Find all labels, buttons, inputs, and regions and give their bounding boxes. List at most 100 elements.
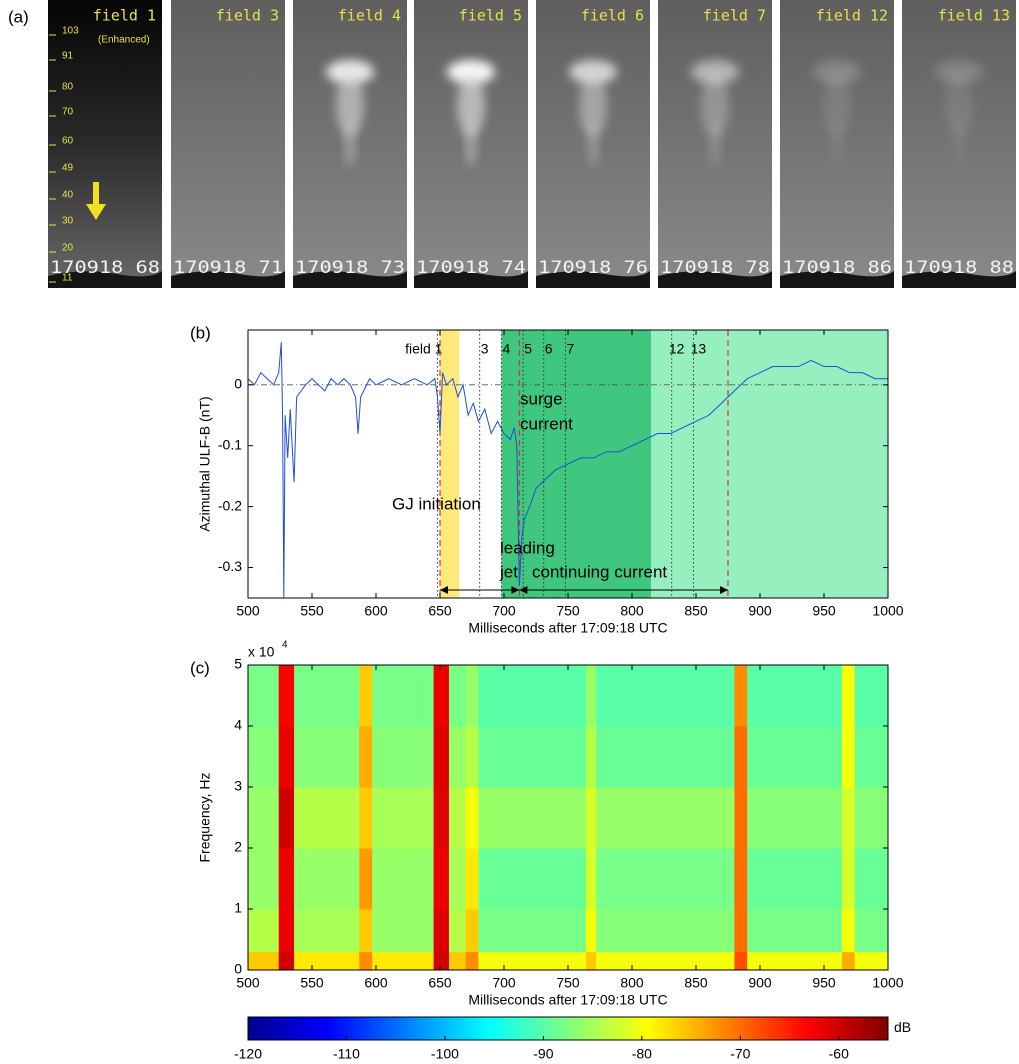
heat-cell [278, 787, 295, 849]
heat-cell [248, 909, 280, 953]
heat-cell [448, 787, 467, 849]
heat-cell [478, 787, 587, 849]
heat-cell [478, 726, 587, 788]
y-axis-label: Frequency, Hz [197, 773, 213, 863]
heat-cell [841, 665, 856, 727]
scale-label: 30 [62, 216, 74, 227]
y-exponent: 4 [282, 640, 288, 651]
y-tick-label: 0 [234, 961, 242, 977]
ground [536, 271, 650, 288]
heat-cell [854, 848, 889, 910]
panel-label: (b) [190, 323, 211, 342]
sprite-glow [326, 60, 374, 84]
heat-cell [596, 726, 735, 788]
x-tick-label: 750 [556, 975, 580, 991]
y-tick-label: 5 [234, 656, 242, 672]
heat-cell [596, 665, 735, 727]
heat-cell [433, 787, 450, 849]
heat-cell [278, 951, 295, 971]
heat-cell [841, 951, 856, 971]
y-tick-label: 0 [234, 376, 242, 392]
heat-cell [841, 909, 856, 953]
heat-cell [585, 665, 597, 727]
heat-cell [372, 951, 435, 971]
y-tick-label: -0.2 [218, 497, 242, 513]
sprite-glow [569, 60, 617, 84]
heat-cell [359, 726, 373, 788]
sprite-glow [954, 123, 964, 167]
heat-cell [372, 787, 435, 849]
heat-cell [294, 787, 360, 849]
heat-cell [448, 951, 467, 971]
sprite-glow [710, 123, 720, 167]
annotation: GJ initiation [392, 494, 481, 513]
heat-cell [854, 787, 889, 849]
heat-cell [478, 951, 587, 971]
x-tick-label: 950 [812, 975, 836, 991]
ground [658, 271, 772, 288]
heat-cell [747, 726, 843, 788]
sprite-glow [701, 73, 729, 137]
sprite-glow [813, 60, 861, 84]
heat-cell [747, 951, 843, 971]
heat-cell [278, 665, 295, 727]
y-tick-label: 4 [234, 717, 242, 733]
signal-line [247, 342, 888, 599]
sprite-glow [345, 123, 355, 167]
x-tick-label: 500 [236, 603, 260, 619]
heat-cell [585, 787, 597, 849]
heat-cell [585, 726, 597, 788]
colorbar-tick-label: -80 [632, 1046, 652, 1062]
x-tick-label: 900 [748, 975, 772, 991]
heat-cell [372, 909, 435, 953]
heat-cell [734, 848, 748, 910]
video-frame: field 7 170918 78 [658, 0, 772, 288]
ground [48, 271, 162, 288]
heat-cell [294, 726, 360, 788]
x-tick-label: 600 [364, 975, 388, 991]
heat-cell [248, 726, 280, 788]
y-tick-label: 3 [234, 778, 242, 794]
video-frame: field 4 170918 73 [293, 0, 407, 288]
heat-cell [585, 909, 597, 953]
frame-title: field 12 [816, 7, 888, 25]
heat-cell [433, 726, 450, 788]
field-marker-label: 5 [524, 341, 532, 357]
heat-cell [372, 665, 435, 727]
heat-cell [478, 848, 587, 910]
annotation: surge [520, 389, 563, 408]
x-tick-label: 900 [748, 603, 772, 619]
heat-cell [465, 848, 479, 910]
colorbar-tick-label: -120 [234, 1046, 262, 1062]
sprite-glow [336, 73, 364, 137]
x-tick-label: 500 [236, 975, 260, 991]
phase-label: continuing current [532, 562, 667, 581]
heat-cell [596, 848, 735, 910]
y-multiplier: x 10 [248, 644, 275, 660]
sprite-glow [588, 123, 598, 167]
scale-label: 91 [62, 51, 74, 62]
heat-cell [478, 909, 587, 953]
frame-timestamp: 170918 71 [173, 258, 283, 278]
x-tick-label: 700 [492, 975, 516, 991]
heat-cell [278, 848, 295, 910]
video-frame: field 13 170918 88 [902, 0, 1016, 288]
frame-image [171, 0, 285, 288]
x-tick-label: 550 [300, 975, 324, 991]
heat-cell [248, 951, 280, 971]
sprite-glow [457, 73, 485, 137]
scale-label: 80 [62, 82, 74, 93]
heat-cell [294, 951, 360, 971]
phase-label: leading [500, 538, 555, 557]
phase-span [440, 330, 460, 598]
frame-timestamp: 170918 73 [295, 258, 405, 278]
scale-label: 60 [62, 136, 74, 147]
ground [780, 271, 894, 288]
phase-span [501, 330, 652, 598]
x-tick-label: 650 [428, 603, 452, 619]
colorbar [247, 1016, 889, 1041]
field-marker-label: 6 [545, 341, 553, 357]
field-marker-label: field 1 [405, 341, 443, 357]
sprite-glow [832, 123, 842, 167]
frame-timestamp: 170918 88 [904, 258, 1014, 278]
